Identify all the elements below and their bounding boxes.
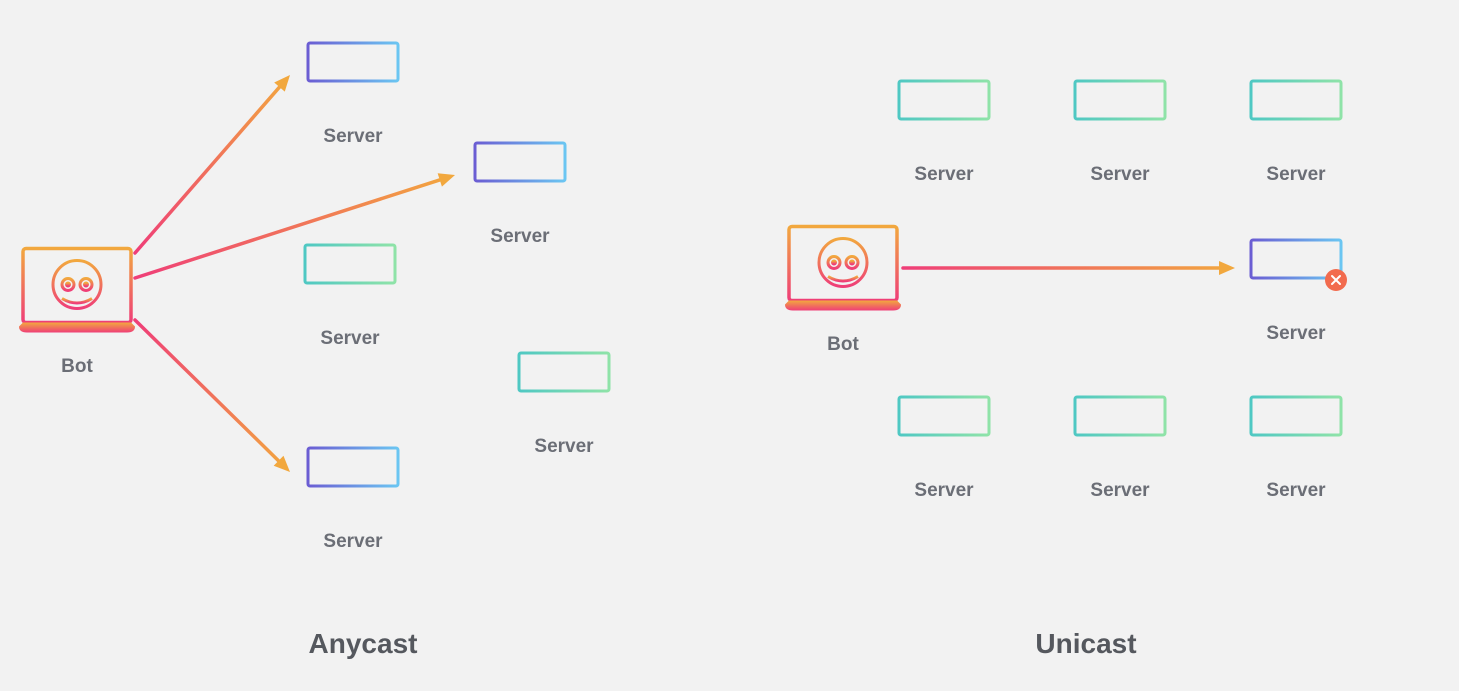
arrow-line: [135, 320, 280, 462]
arrow-head: [274, 75, 290, 92]
unicast-title: Unicast: [1035, 628, 1136, 660]
server-label-unicast-1: Server: [1090, 164, 1149, 186]
server-label-anycast-1: Server: [490, 226, 549, 248]
anycast-title: Anycast: [309, 628, 418, 660]
bot-icon-anycast: [17, 243, 137, 338]
server-label-unicast-2: Server: [1266, 164, 1325, 186]
server-label-unicast-0: Server: [914, 164, 973, 186]
server-label-anycast-0: Server: [323, 126, 382, 148]
server-icon-unicast-4: [896, 394, 992, 454]
server-label-unicast-5: Server: [1090, 480, 1149, 502]
server-label-unicast-4: Server: [914, 480, 973, 502]
server-icon-unicast-1: [1072, 78, 1168, 138]
server-icon-anycast-4: [305, 445, 401, 505]
server-label-unicast-3: Server: [1266, 323, 1325, 345]
arrow-head: [438, 173, 455, 186]
arrow-head: [1219, 261, 1235, 275]
server-icon-unicast-6: [1248, 394, 1344, 454]
blocked-icon: [1325, 269, 1347, 291]
bot-icon-unicast: [783, 221, 903, 316]
diagram-canvas: Anycast Unicast Bot Server: [0, 0, 1459, 691]
server-icon-anycast-3: [516, 350, 612, 410]
server-icon-anycast-2: [302, 242, 398, 302]
server-icon-anycast-1: [472, 140, 568, 200]
arrow-head: [274, 456, 290, 472]
server-icon-unicast-2: [1248, 78, 1344, 138]
server-icon-anycast-0: [305, 40, 401, 100]
server-label-anycast-2: Server: [320, 328, 379, 350]
server-label-anycast-4: Server: [323, 531, 382, 553]
server-icon-unicast-5: [1072, 394, 1168, 454]
bot-label-unicast: Bot: [827, 334, 859, 356]
arrow-line: [135, 86, 281, 253]
arrows-layer: [0, 0, 1459, 691]
server-label-anycast-3: Server: [534, 436, 593, 458]
server-label-unicast-6: Server: [1266, 480, 1325, 502]
server-icon-unicast-0: [896, 78, 992, 138]
bot-label-anycast: Bot: [61, 356, 93, 378]
